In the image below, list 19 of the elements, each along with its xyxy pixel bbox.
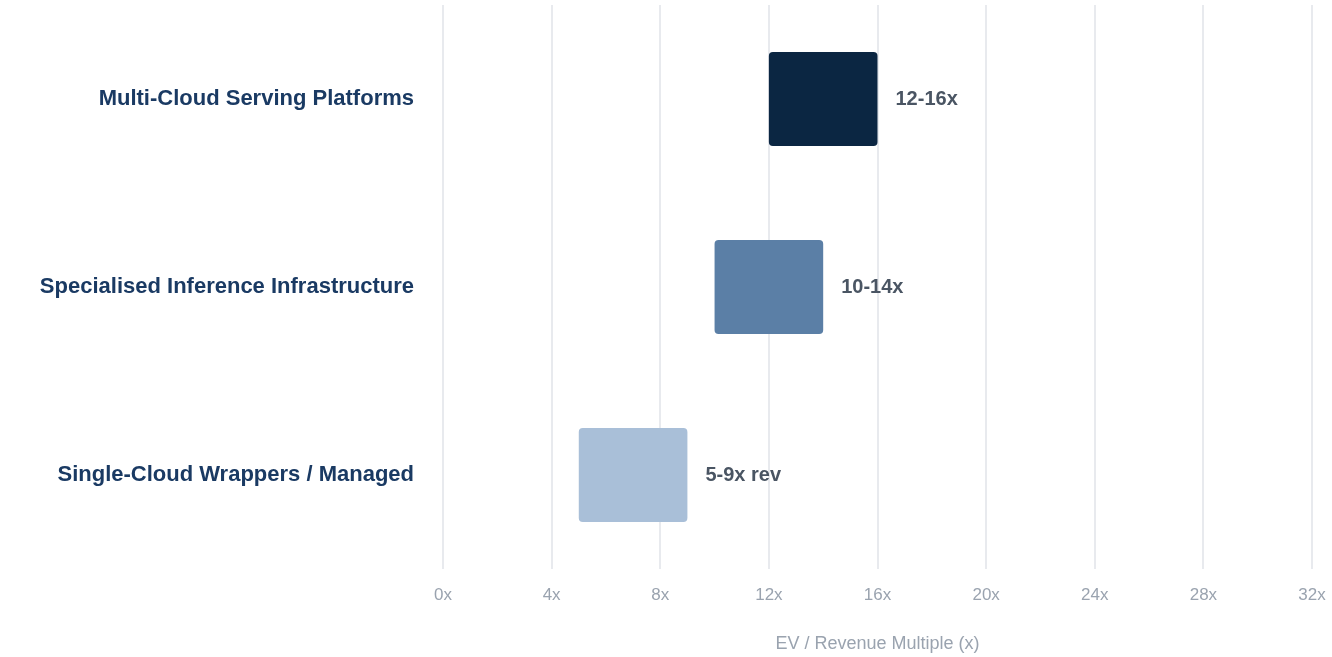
x-tick-label: 28x	[1189, 584, 1218, 604]
y-tick-label: Single-Cloud Wrappers / Managed	[57, 461, 414, 487]
bar	[768, 52, 878, 146]
data-label: 5-9x rev	[705, 462, 782, 485]
x-tick-label: 32x	[1298, 584, 1327, 604]
data-label: 12-16x	[895, 86, 958, 109]
y-tick-label: Multi-Cloud Serving Platforms	[98, 85, 414, 111]
x-axis-title: EV / Revenue Multiple (x)	[775, 633, 980, 654]
bar	[714, 240, 824, 334]
x-tick-label: 0x	[434, 584, 453, 604]
x-tick-label: 4x	[542, 584, 562, 604]
bar	[578, 428, 688, 522]
x-tick-label: 8x	[651, 584, 670, 604]
y-tick-label: Specialised Inference Infrastructure	[39, 273, 414, 299]
x-tick-label: 12x	[755, 584, 784, 604]
data-label: 10-14x	[841, 274, 904, 297]
x-tick-label: 16x	[863, 584, 892, 604]
x-tick-label: 20x	[972, 584, 1001, 604]
x-tick-label: 24x	[1081, 584, 1109, 604]
